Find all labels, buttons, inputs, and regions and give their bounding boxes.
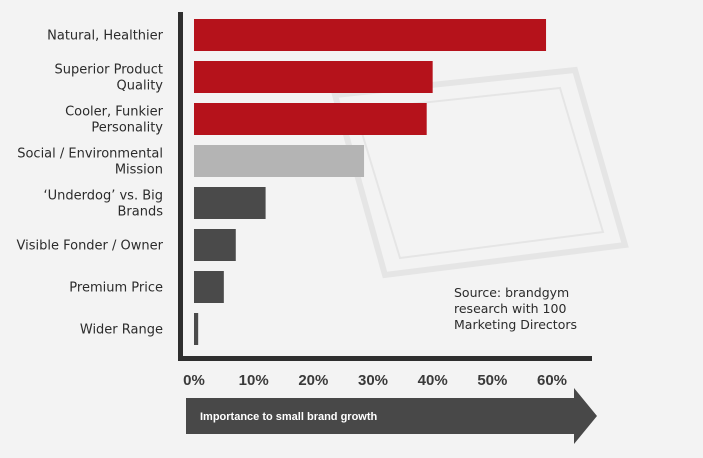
category-label-7: Premium Price [69,281,163,296]
source-line: Marketing Directors [454,317,577,332]
x-tick-label-0: 0% [183,372,205,389]
category-label-1: Natural, Healthier [47,29,164,44]
category-label-line: Premium Price [69,281,163,296]
x-tick-label-1: 10% [239,372,269,389]
x-tick-label-3: 30% [358,372,388,389]
category-label-6: Visible Fonder / Owner [17,239,164,254]
bar-4 [194,145,365,177]
x-tick-label-4: 40% [418,372,448,389]
x-tick-label-2: 20% [298,372,328,389]
bar-8 [194,313,199,345]
category-label-2: Superior Product Quality [55,63,164,94]
category-label-line: Brands [118,205,164,220]
category-label-8: Wider Range [80,323,163,338]
source-line: research with 100 [454,301,566,316]
category-label-line: Cooler, Funkier [65,105,164,120]
bar-2 [194,61,433,93]
x-axis-label: Importance to small brand growth [200,411,378,423]
x-tick-labels: 0% 10% 20% 30% 40% 50% 60% [183,372,567,389]
source-annotation: Source: brandgym research with 100 Marketi… [454,285,577,332]
bar-7 [194,271,224,303]
category-label-line: Quality [117,79,164,94]
source-line: Source: brandgym [454,285,569,300]
category-label-line: Mission [115,163,163,178]
category-label-5: ‘Underdog’ vs. Big Brands [44,189,164,220]
category-labels: Natural, Healthier Superior Product Qualit… [17,29,164,338]
category-label-line: ‘Underdog’ vs. Big [44,189,164,204]
bar-3 [194,103,427,135]
x-tick-label-6: 60% [537,372,567,389]
bar-1 [194,19,547,51]
category-label-line: Natural, Healthier [47,29,164,44]
category-label-4: Social / Environmental Mission [17,147,163,178]
bars-group [194,19,547,345]
x-tick-label-5: 50% [477,372,507,389]
x-axis-arrow [186,388,597,444]
category-label-line: Personality [91,121,163,136]
category-label-line: Superior Product [55,63,164,78]
category-label-line: Social / Environmental [17,147,163,162]
bar-5 [194,187,266,219]
category-label-line: Wider Range [80,323,163,338]
category-label-line: Visible Fonder / Owner [17,239,164,254]
watermark-stamp [331,66,629,279]
category-label-3: Cooler, Funkier Personality [65,105,164,136]
bar-6 [194,229,236,261]
